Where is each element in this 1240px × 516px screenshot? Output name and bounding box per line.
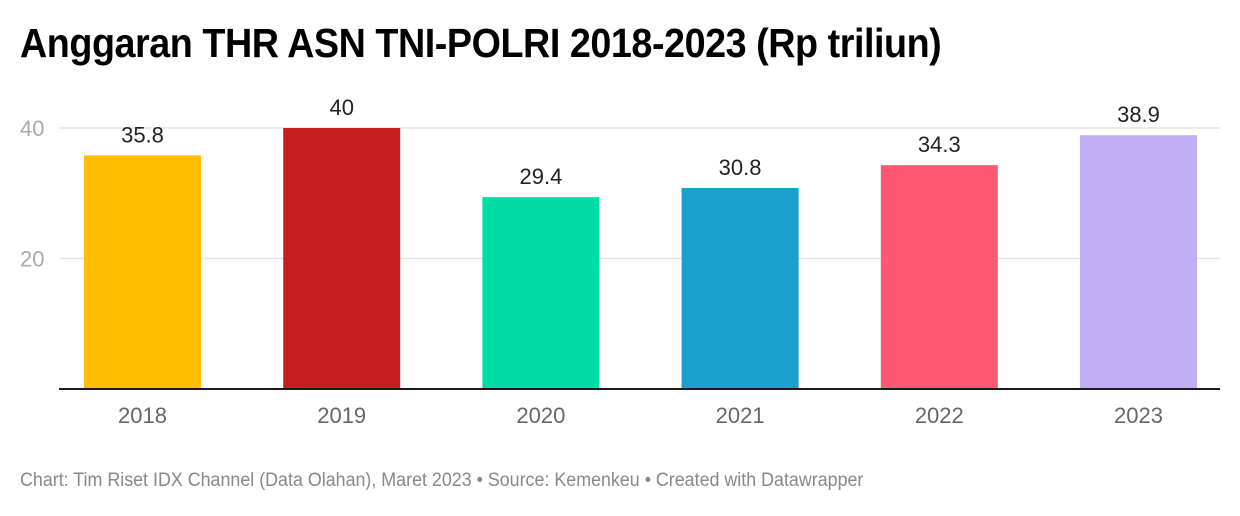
x-tick-label-2023: 2023 <box>1114 403 1163 428</box>
bar-2021 <box>681 188 799 389</box>
value-label-2021: 30.8 <box>719 155 762 180</box>
y-tick-label: 40 <box>20 116 44 141</box>
bar-2023 <box>1080 135 1197 389</box>
x-tick-label-2020: 2020 <box>516 403 565 428</box>
x-tick-label-2018: 2018 <box>118 403 167 428</box>
value-label-2022: 34.3 <box>918 132 961 157</box>
bar-2020 <box>482 197 600 389</box>
x-tick-label-2022: 2022 <box>915 403 964 428</box>
value-label-2020: 29.4 <box>519 164 562 189</box>
chart-title: Anggaran THR ASN TNI-POLRI 2018-2023 (Rp… <box>20 20 942 66</box>
value-labels: 35.8 40 29.4 30.8 34.3 38.9 <box>121 95 1160 189</box>
value-label-2023: 38.9 <box>1117 102 1160 127</box>
x-tick-label-2019: 2019 <box>317 403 366 428</box>
x-tick-label-2021: 2021 <box>716 403 765 428</box>
bar-2019 <box>283 128 401 389</box>
bars <box>84 128 1197 389</box>
value-label-2018: 35.8 <box>121 122 164 147</box>
bar-2022 <box>880 165 998 389</box>
value-label-2019: 40 <box>329 95 353 120</box>
x-axis-ticks: 2018 2019 2020 2021 2022 2023 <box>118 403 1163 428</box>
gridlines <box>59 127 1220 260</box>
y-tick-label: 20 <box>20 247 44 272</box>
bar-2018 <box>84 155 201 389</box>
chart-footer: Chart: Tim Riset IDX Channel (Data Olaha… <box>20 470 864 491</box>
